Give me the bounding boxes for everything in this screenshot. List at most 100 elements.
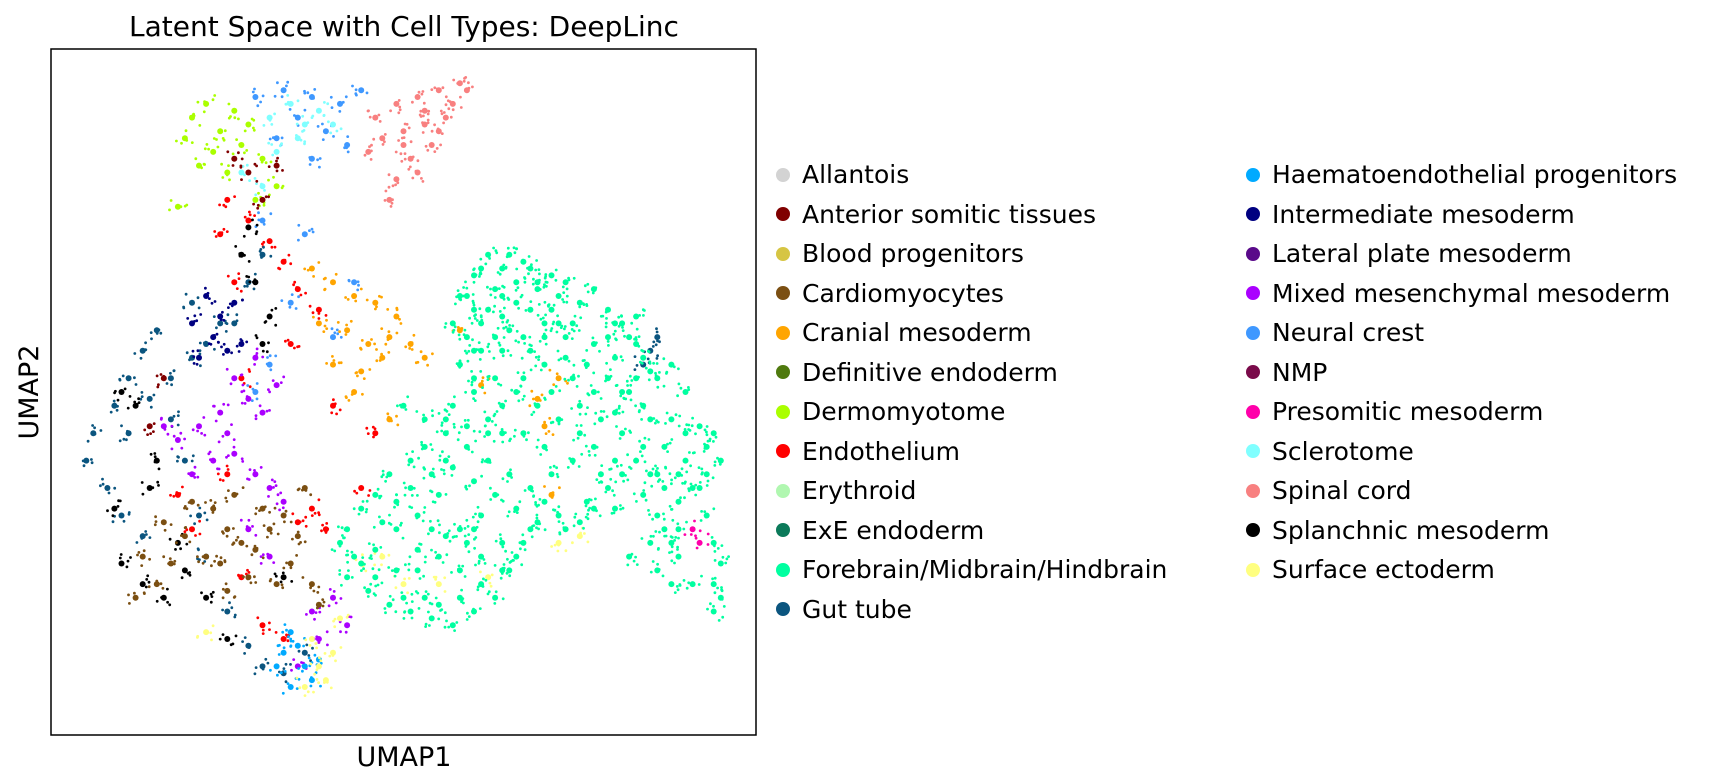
data-point [295, 554, 298, 557]
data-point [201, 555, 205, 559]
data-point [295, 134, 298, 137]
data-point [159, 373, 163, 376]
data-point [544, 328, 548, 332]
data-point [240, 390, 244, 394]
data-point [280, 186, 284, 190]
data-point [521, 533, 525, 537]
data-point [160, 519, 167, 526]
data-point [408, 505, 412, 509]
legend-item: Cardiomyocytes [776, 274, 1256, 314]
data-point [338, 110, 342, 113]
data-point [339, 335, 343, 339]
data-point [430, 88, 434, 91]
data-point [127, 593, 130, 597]
data-point [295, 687, 299, 690]
data-point [279, 580, 283, 584]
data-point [343, 528, 347, 532]
data-point [587, 393, 591, 397]
data-point [345, 615, 349, 619]
data-point [438, 454, 442, 458]
data-point [383, 140, 386, 144]
data-point [646, 357, 650, 361]
data-point [555, 466, 558, 470]
data-point [267, 178, 270, 182]
data-point [217, 128, 224, 135]
data-point [421, 107, 428, 114]
data-point [694, 534, 697, 538]
data-point [370, 338, 373, 341]
data-point [459, 298, 463, 302]
data-point [120, 424, 123, 428]
data-point [552, 320, 556, 324]
data-point [397, 139, 400, 142]
data-point [291, 537, 294, 541]
data-point [509, 437, 512, 441]
data-point [399, 403, 402, 407]
data-point [299, 293, 303, 297]
data-point [426, 112, 430, 116]
data-point [523, 489, 527, 492]
data-point [521, 398, 525, 401]
data-point [598, 514, 602, 518]
data-point [227, 116, 231, 120]
data-point [196, 354, 202, 361]
data-point [506, 296, 510, 300]
data-point [211, 511, 215, 514]
data-point [186, 317, 190, 320]
data-point [403, 122, 407, 126]
data-point [380, 352, 383, 356]
data-point [483, 562, 487, 565]
data-point [538, 498, 542, 501]
data-point [471, 299, 475, 303]
data-point [394, 183, 397, 187]
data-point [499, 430, 506, 437]
data-point [465, 618, 469, 621]
data-point [537, 268, 541, 271]
data-point [289, 637, 293, 641]
data-point [372, 137, 376, 141]
data-point [262, 245, 265, 249]
data-point [440, 429, 444, 433]
data-point [361, 392, 364, 396]
data-point [248, 468, 252, 471]
data-point [523, 276, 526, 279]
data-point [395, 414, 398, 418]
data-point [655, 357, 659, 360]
data-point [339, 646, 343, 649]
data-point [284, 662, 288, 666]
data-point [694, 493, 698, 497]
data-point [196, 557, 199, 561]
data-point [554, 385, 558, 388]
data-point [203, 147, 207, 151]
data-point [259, 217, 266, 224]
data-point [626, 453, 629, 457]
data-point [452, 78, 456, 82]
data-point [668, 581, 675, 588]
data-point [252, 196, 259, 203]
data-point [363, 153, 367, 157]
data-point [358, 560, 365, 567]
data-point [444, 322, 448, 325]
data-point [430, 490, 434, 494]
data-point [139, 397, 143, 401]
data-point [283, 623, 287, 626]
data-point [530, 344, 533, 347]
legend-label: Anterior somitic tissues [802, 199, 1096, 229]
data-point [584, 363, 588, 367]
data-point [440, 424, 444, 427]
data-point [209, 342, 213, 346]
data-point [231, 375, 238, 382]
data-point [467, 349, 471, 353]
data-point [295, 286, 299, 289]
data-point [255, 230, 259, 234]
data-point [698, 529, 702, 533]
data-point [676, 545, 679, 549]
data-point [327, 120, 330, 124]
data-point [353, 489, 356, 493]
data-point [651, 345, 655, 348]
data-point [547, 430, 551, 433]
data-point [535, 504, 539, 508]
data-point [443, 325, 447, 329]
data-point [201, 561, 205, 565]
data-point [591, 336, 595, 340]
